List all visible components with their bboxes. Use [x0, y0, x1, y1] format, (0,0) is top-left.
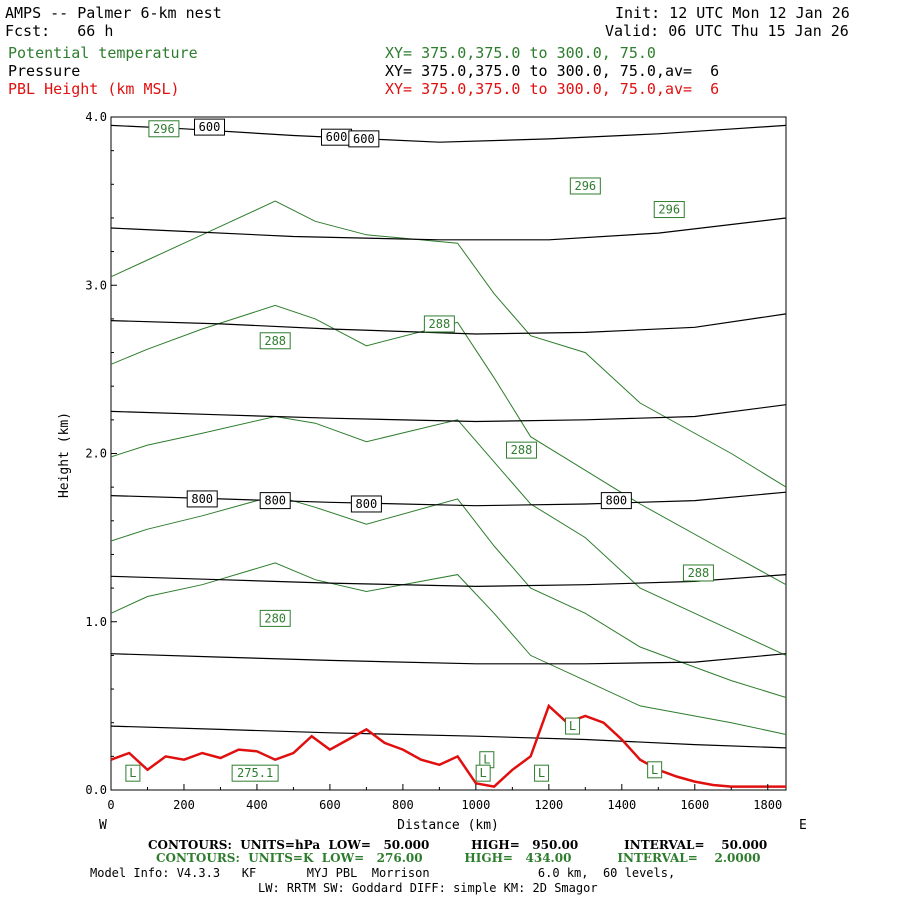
- x-tick-label: 1600: [680, 798, 709, 812]
- x-tick-label: 200: [173, 798, 195, 812]
- footer-theta-contours: CONTOURS: UNITS=K LOW= 276.00 HIGH= 434.…: [156, 851, 761, 865]
- pressure-label-box: [186, 490, 218, 508]
- east-label: E: [799, 818, 807, 833]
- theta-contour: [110, 495, 787, 698]
- theta-label-box: [475, 764, 491, 782]
- pressure-label-box: [600, 492, 632, 510]
- theta-contour: [110, 200, 787, 488]
- init-time: Init: 12 UTC Mon 12 Jan 26: [615, 4, 850, 22]
- theta-label: 288: [511, 443, 533, 457]
- theta-contour: [110, 415, 787, 656]
- plot-frame: [110, 116, 787, 791]
- theta-label: 296: [574, 179, 596, 193]
- pressure-contour-750: [110, 404, 787, 423]
- pressure-label-box: [348, 130, 380, 148]
- theta-label: L: [651, 763, 658, 777]
- theta-label-box: [505, 441, 537, 459]
- y-tick-label: 2.0: [85, 447, 107, 461]
- pressure-contour-950: [110, 725, 787, 749]
- pressure-label: 800: [356, 497, 378, 511]
- x-tick-label: 1400: [607, 798, 636, 812]
- theta-label-box: [423, 315, 455, 333]
- theta-label-box: [682, 564, 714, 582]
- theta-label-box: [148, 120, 180, 138]
- pressure-label-box: [194, 118, 226, 136]
- theta-contour: [110, 304, 787, 586]
- theta-label-box: [125, 764, 141, 782]
- pressure-contour-650: [110, 217, 787, 241]
- field-pressure-name: Pressure: [8, 62, 81, 80]
- theta-contour: [110, 562, 787, 735]
- pressure-label: 600: [326, 130, 348, 144]
- footer-pressure-contours: CONTOURS: UNITS=hPa LOW= 50.000 HIGH= 95…: [148, 838, 768, 852]
- theta-label-box: [565, 717, 581, 735]
- theta-label: L: [483, 753, 490, 767]
- theta-label: 296: [658, 203, 680, 217]
- x-tick-label: 600: [319, 798, 341, 812]
- theta-label: 288: [429, 317, 451, 331]
- theta-label-box: [259, 609, 291, 627]
- theta-label-box: [259, 332, 291, 350]
- field-pressure-xy: XY= 375.0,375.0 to 300.0, 75.0,av= 6: [385, 62, 720, 80]
- pressure-label: 600: [199, 120, 221, 134]
- x-tick-label: 400: [246, 798, 268, 812]
- theta-label-box: [647, 761, 663, 779]
- theta-label: L: [538, 766, 545, 780]
- y-tick-label: 4.0: [85, 110, 107, 124]
- pressure-label-box: [259, 492, 291, 510]
- app-title: AMPS -- Palmer 6-km nest: [5, 4, 222, 22]
- theta-label: 275.1: [237, 766, 273, 780]
- pressure-label: 600: [353, 132, 375, 146]
- theta-label: L: [129, 766, 136, 780]
- field-theta-name: Potential temperature: [8, 44, 198, 62]
- pressure-contour-600: [110, 124, 787, 143]
- pressure-label-box: [350, 495, 382, 513]
- pressure-label: 800: [191, 492, 213, 506]
- x-tick-label: 1000: [461, 798, 490, 812]
- pressure-contour-800: [110, 491, 787, 507]
- x-tick-label: 1200: [534, 798, 563, 812]
- theta-label-box: [231, 764, 279, 782]
- x-tick-label: 0: [107, 798, 114, 812]
- pbl-height-line: [110, 703, 786, 788]
- theta-label: 280: [264, 611, 286, 625]
- theta-label: 288: [264, 334, 286, 348]
- west-label: W: [99, 818, 107, 833]
- y-axis-label: Height (km): [57, 412, 72, 498]
- x-tick-label: 800: [392, 798, 414, 812]
- pressure-contour-700: [110, 313, 787, 335]
- y-tick-label: 3.0: [85, 278, 107, 292]
- theta-label: L: [569, 719, 576, 733]
- valid-time: Valid: 06 UTC Thu 15 Jan 26: [605, 22, 849, 40]
- pressure-label: 800: [605, 494, 627, 508]
- pressure-contour-900: [110, 653, 787, 665]
- field-theta-xy: XY= 375.0,375.0 to 300.0, 75.0: [385, 44, 656, 62]
- theta-label-box: [653, 201, 685, 219]
- theta-label: L: [480, 766, 487, 780]
- forecast-hour: Fcst: 66 h: [5, 22, 114, 40]
- theta-label-box: [534, 764, 550, 782]
- theta-label-box: [569, 177, 601, 195]
- field-pbl-xy: XY= 375.0,375.0 to 300.0, 75.0,av= 6: [385, 80, 720, 98]
- field-pbl-name: PBL Height (km MSL): [8, 80, 180, 98]
- theta-label: 288: [688, 566, 710, 580]
- pressure-label: 800: [264, 494, 286, 508]
- footer-physics-info: LW: RRTM SW: Goddard DIFF: simple KM: 2D…: [258, 881, 598, 895]
- theta-label: 296: [153, 122, 175, 136]
- y-tick-label: 0.0: [85, 783, 107, 797]
- footer-model-info: Model Info: V4.3.3 KF MYJ PBL Morrison 6…: [90, 866, 676, 880]
- x-axis-label: Distance (km): [397, 818, 499, 833]
- x-tick-label: 1800: [753, 798, 782, 812]
- y-tick-label: 1.0: [85, 615, 107, 629]
